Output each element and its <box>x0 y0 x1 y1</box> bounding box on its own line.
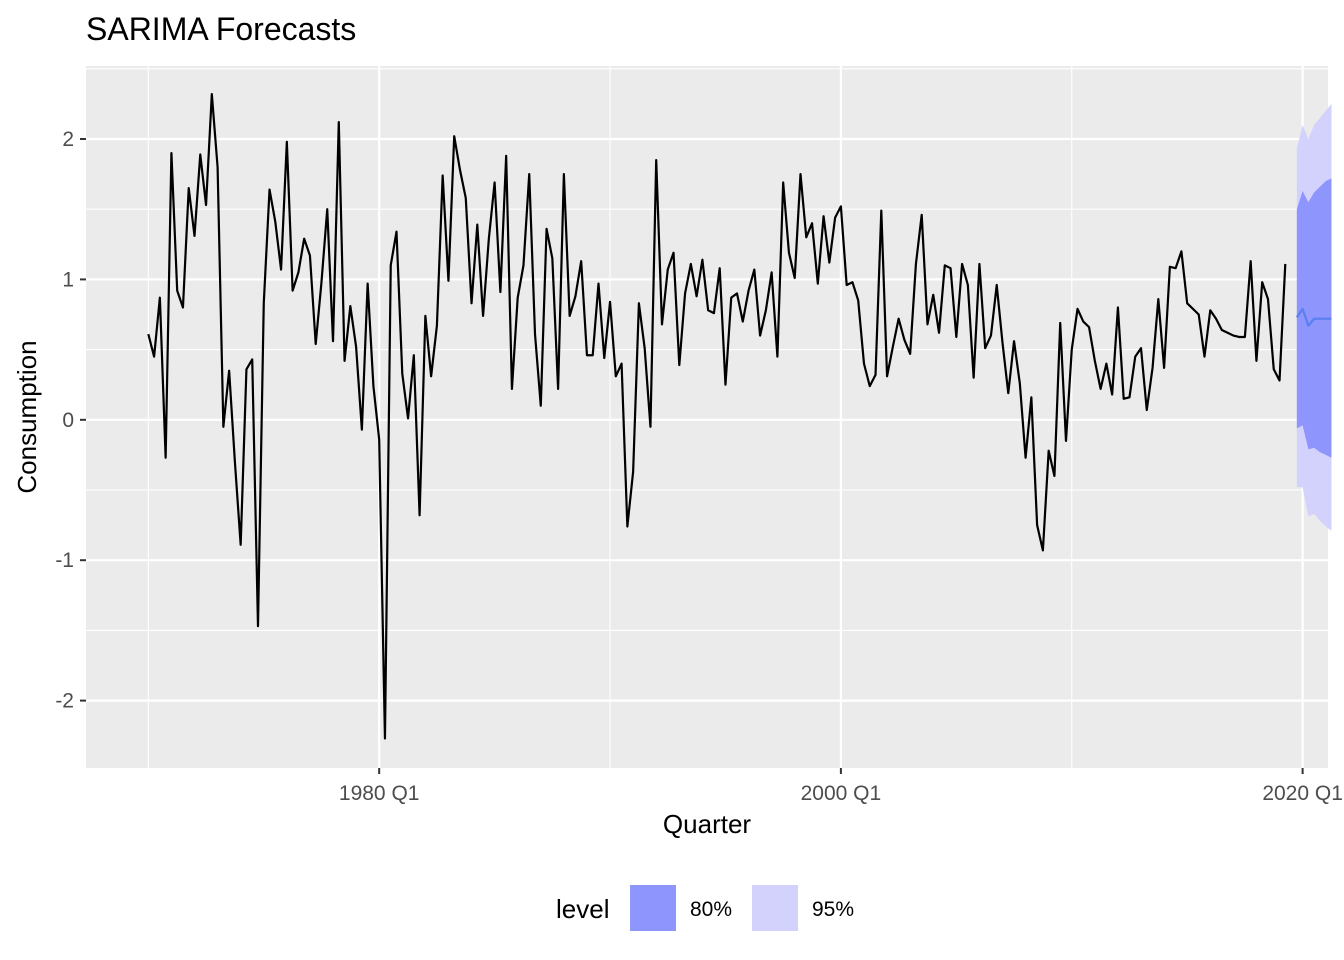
chart-title: SARIMA Forecasts <box>86 11 356 47</box>
x-axis-title: Quarter <box>663 809 751 839</box>
legend-label-95: 95% <box>812 898 854 921</box>
y-tick-label: -2 <box>55 690 74 713</box>
x-tick-label: 1980 Q1 <box>339 782 420 805</box>
history-line <box>147 92 1287 740</box>
x-axis-ticks: 1980 Q1 2000 Q1 2020 Q1 <box>339 768 1343 805</box>
y-axis-ticks: -2 -1 0 1 2 <box>55 128 86 713</box>
legend-key-95 <box>752 885 798 931</box>
plot-panel <box>86 66 1328 768</box>
prediction-intervals <box>1296 103 1332 531</box>
x-tick-label: 2000 Q1 <box>801 782 882 805</box>
legend: level 80% 95% <box>556 885 854 931</box>
y-tick-label: 1 <box>62 268 74 291</box>
minor-gridlines <box>86 66 1328 768</box>
legend-title: level <box>556 894 609 924</box>
legend-label-80: 80% <box>690 898 732 921</box>
y-tick-label: 0 <box>62 409 74 432</box>
x-tick-label: 2020 Q1 <box>1262 782 1343 805</box>
forecast-mean-line <box>1295 307 1332 327</box>
y-tick-label: -1 <box>55 549 74 572</box>
y-axis-title: Consumption <box>12 340 42 493</box>
y-tick-label: 2 <box>62 128 74 151</box>
legend-key-80 <box>630 885 676 931</box>
series-lines <box>147 92 1332 740</box>
